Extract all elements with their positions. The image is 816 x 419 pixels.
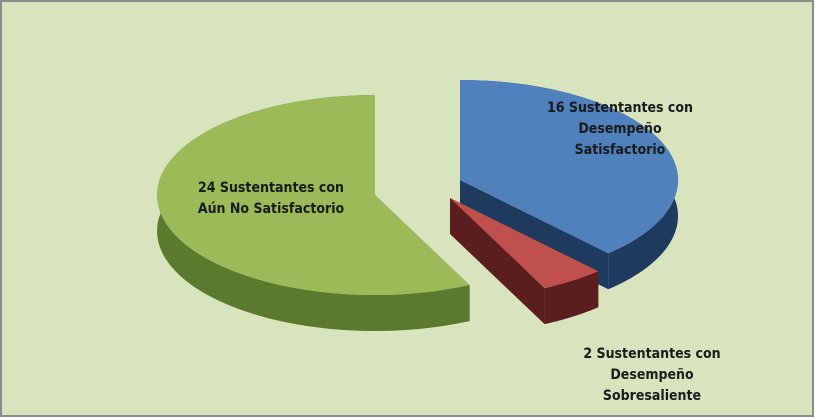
pie-slice [450, 198, 599, 289]
data-label: 16 Sustentantes con Desempeño Satisfacto… [546, 100, 693, 158]
pie-tops [157, 80, 678, 295]
data-label: 24 Sustentantes con Aún No Satisfactorio [197, 180, 345, 217]
pie-slice [460, 80, 678, 254]
pie-side [450, 198, 545, 325]
pie-slice [157, 95, 470, 295]
data-label: 2 Sustentantes con Desempeño Sobresalien… [583, 346, 721, 404]
